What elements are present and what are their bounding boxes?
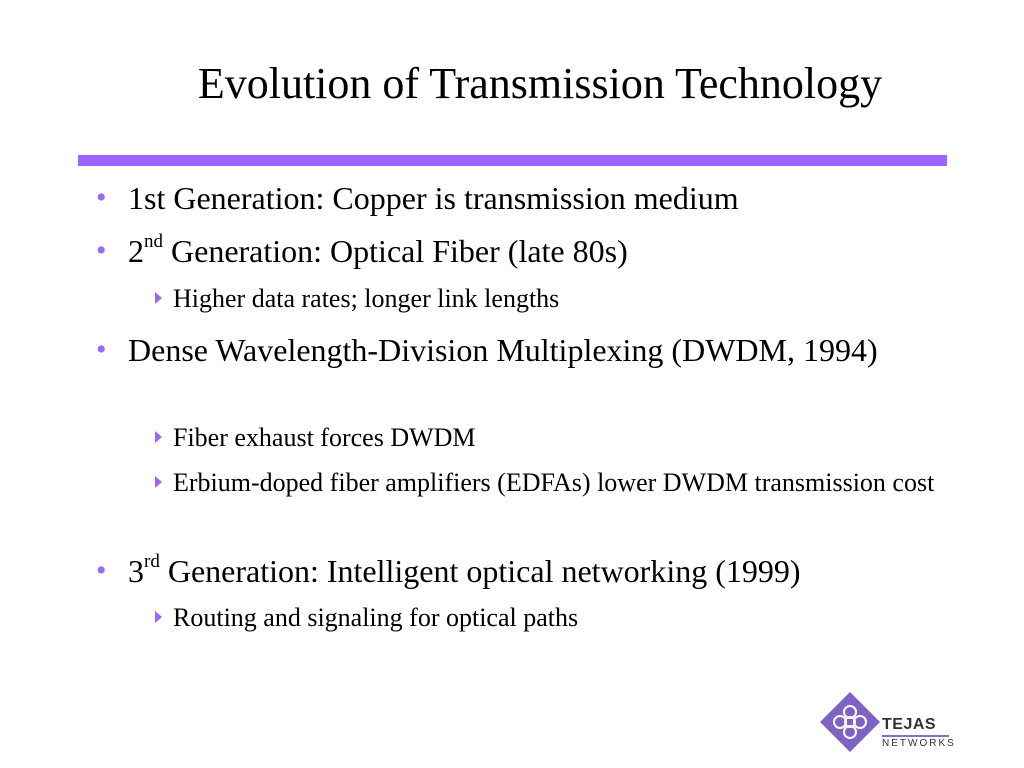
bullet-item: • Dense Wavelength-Division Multiplexing…: [96, 332, 968, 368]
bullet-text: Dense Wavelength-Division Multiplexing (…: [128, 332, 878, 368]
logo-divider: [882, 735, 949, 737]
sub-bullet-text: Fiber exhaust forces DWDM: [173, 423, 476, 452]
bullet-text-rest: Generation: Intelligent optical networki…: [159, 553, 801, 589]
bullet-text: 1st Generation: Copper is transmission m…: [128, 180, 739, 216]
logo-tagline: NETWORKS: [882, 738, 956, 749]
bullet-dot-icon: •: [96, 554, 107, 587]
bullet-superscript: rd: [144, 551, 160, 573]
sub-bullet-item: Higher data rates; longer link lengths: [155, 283, 953, 314]
bullet-text: 3: [128, 553, 144, 589]
logo-name: TEJAS: [882, 716, 937, 733]
bullet-superscript: nd: [144, 231, 163, 253]
sub-bullet-text: Routing and signaling for optical paths: [173, 603, 579, 632]
arrow-bullet-icon: [155, 611, 162, 623]
bullet-item: • 2nd Generation: Optical Fiber (late 80…: [96, 231, 978, 269]
bullet-item: • 1st Generation: Copper is transmission…: [96, 180, 978, 216]
bullet-dot-icon: •: [96, 234, 107, 267]
sub-bullet-item: Routing and signaling for optical paths: [155, 602, 953, 633]
bullet-dot-icon: •: [96, 333, 107, 366]
bullet-item: • 3rd Generation: Intelligent optical ne…: [96, 551, 978, 589]
slide-title: Evolution of Transmission Technology: [197, 59, 883, 108]
sub-bullet-item: Erbium-doped fiber amplifiers (EDFAs) lo…: [155, 467, 943, 498]
sub-bullet-text: Erbium-doped fiber amplifiers (EDFAs) lo…: [173, 468, 935, 497]
sub-bullet-text: Higher data rates; longer link lengths: [173, 284, 560, 313]
arrow-bullet-icon: [155, 476, 162, 488]
bullet-text: 2: [128, 233, 144, 269]
sub-bullet-item: Fiber exhaust forces DWDM: [155, 422, 953, 453]
knot-diamond-icon: [820, 692, 880, 752]
logo: [820, 692, 880, 752]
arrow-bullet-icon: [155, 431, 162, 443]
bullet-text-rest: Generation: Optical Fiber (late 80s): [163, 233, 628, 269]
arrow-bullet-icon: [155, 292, 162, 304]
title-underline: [78, 155, 947, 166]
bullet-dot-icon: •: [96, 181, 107, 214]
